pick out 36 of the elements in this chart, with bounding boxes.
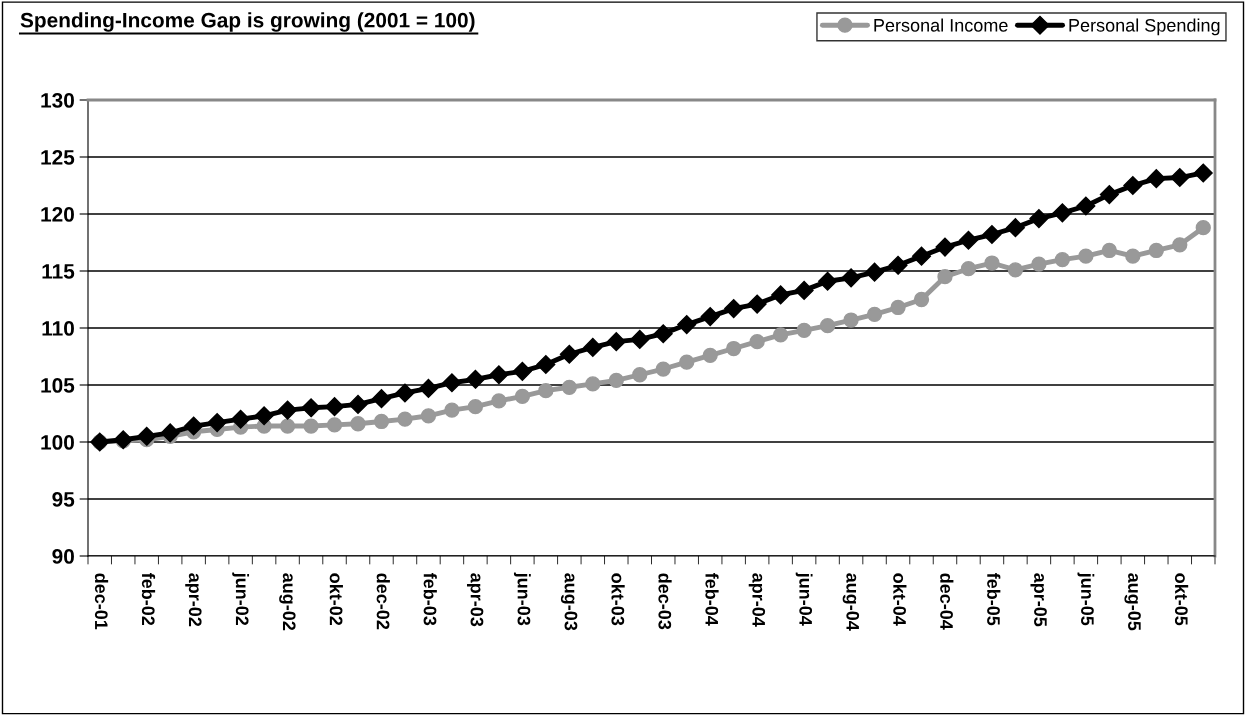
x-tick-label: dec-03 xyxy=(658,573,672,630)
x-tick-label: aug-04 xyxy=(842,573,860,631)
y-tick-label: 115 xyxy=(42,264,75,279)
x-tick-label: feb-05 xyxy=(987,572,1001,626)
x-tick-label: feb-03 xyxy=(423,572,437,626)
x-tick-label: okt-04 xyxy=(893,573,907,626)
y-tick-label: 105 xyxy=(41,378,75,393)
x-tick-label: jun-03 xyxy=(513,572,531,626)
x-tick-label: aug-03 xyxy=(560,573,578,631)
x-tick-label: jun-04 xyxy=(795,572,813,626)
legend-label: Personal Spending xyxy=(1069,18,1220,36)
x-tick-label: dec-04 xyxy=(940,573,954,630)
chart-title: Spending-Income Gap is growing (2001 = 100) xyxy=(20,12,475,32)
y-tick-label: 130 xyxy=(41,93,74,108)
x-tick-label: feb-02 xyxy=(141,572,156,626)
x-tick-label: okt-05 xyxy=(1174,573,1189,626)
x-tick-label: apr-03 xyxy=(466,573,484,627)
x-tick-label: apr-04 xyxy=(748,573,766,627)
x-tick-label: dec-01 xyxy=(94,573,109,630)
y-tick-label: 95 xyxy=(52,492,75,507)
x-tick-label: aug-02 xyxy=(279,573,296,631)
x-tick-label: jun-05 xyxy=(1077,572,1095,626)
x-tick-label: apr-05 xyxy=(1030,573,1047,627)
y-tick-label: 100 xyxy=(41,435,74,450)
legend-label: Personal Income xyxy=(874,18,1008,32)
x-tick-label: feb-04 xyxy=(705,572,719,626)
x-tick-label: apr-02 xyxy=(185,573,202,627)
x-tick-label: jun-02 xyxy=(232,572,250,626)
x-tick-label: aug-05 xyxy=(1124,573,1141,631)
x-tick-label: dec-02 xyxy=(376,573,390,630)
y-tick-label: 120 xyxy=(41,207,74,222)
x-tick-label: okt-03 xyxy=(611,573,625,626)
y-tick-label: 90 xyxy=(52,549,74,564)
x-tick-label: okt-02 xyxy=(329,573,343,626)
y-tick-label: 110 xyxy=(42,321,74,336)
y-tick-label: 125 xyxy=(41,150,75,165)
